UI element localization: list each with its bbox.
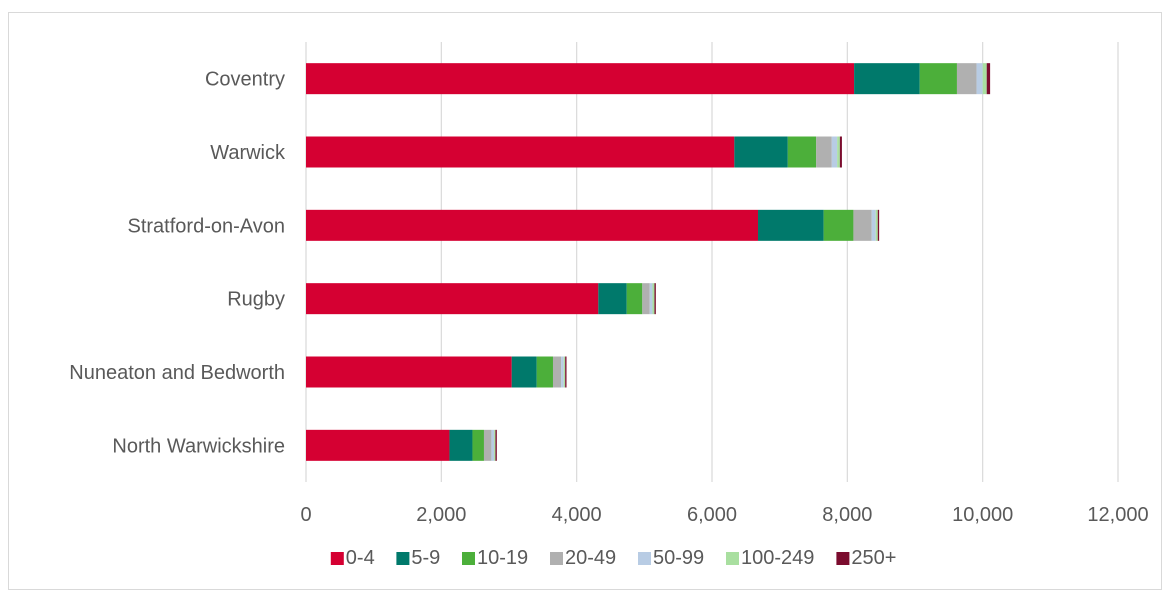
bar-segment-100-249 (494, 429, 496, 461)
x-tick-label: 8,000 (822, 504, 872, 526)
category-label: Warwick (210, 142, 286, 164)
bar-segment-5-9 (734, 136, 788, 168)
bar-segment-50-99 (649, 283, 653, 315)
bar-segment-20-49 (483, 429, 492, 461)
bar-segment-250+ (986, 63, 991, 95)
legend-label: 0-4 (346, 547, 375, 569)
bar-segment-0-4 (306, 283, 599, 315)
x-tick-label: 4,000 (552, 504, 602, 526)
gridlines (305, 42, 1119, 482)
bar-segment-5-9 (854, 63, 920, 95)
bar-segment-250+ (565, 356, 567, 388)
category-labels: Coventry Warwick Stratford-on-Avon Rugby Nun… (69, 69, 286, 458)
bar-segment-10-19 (787, 136, 817, 168)
bar-segment-10-19 (536, 356, 553, 388)
legend-swatch (396, 552, 410, 565)
bar-segment-100-249 (837, 136, 840, 168)
bar-segment-50-99 (976, 63, 983, 95)
bar-segment-10-19 (919, 63, 957, 95)
x-tick-label: 0 (300, 504, 311, 526)
legend-swatch (836, 552, 850, 565)
category-label: Stratford-on-Avon (128, 215, 286, 237)
x-tick-labels: 0 2,000 4,000 6,000 8,000 10,000 12,000 (300, 504, 1148, 526)
category-label: Coventry (205, 69, 285, 91)
x-tick-label: 2,000 (416, 504, 466, 526)
legend-label: 50-99 (653, 547, 704, 569)
x-tick-label: 6,000 (687, 504, 737, 526)
bar-segment-5-9 (758, 209, 824, 241)
bar-segment-0-4 (306, 209, 759, 241)
bar-segment-50-99 (831, 136, 838, 168)
legend-label: 10-19 (477, 547, 528, 569)
legend-swatch (462, 552, 475, 565)
category-label: Nuneaton and Bedworth (69, 362, 285, 384)
legend: 0-4 5-9 10-19 20-49 50-99 100-249 250+ (330, 547, 896, 569)
bar-segment-100-249 (652, 283, 655, 315)
legend-swatch (550, 552, 563, 565)
bar-segment-20-49 (816, 136, 832, 168)
bar-segment-50-99 (871, 209, 876, 241)
bar-segment-10-19 (626, 283, 643, 315)
bar-segment-100-249 (563, 356, 566, 388)
bar-segment-20-49 (853, 209, 872, 241)
category-label: North Warwickshire (112, 435, 285, 457)
legend-swatch (638, 552, 651, 565)
bar-segment-250+ (877, 209, 880, 241)
bar-segment-20-49 (642, 283, 650, 315)
legend-swatch (330, 552, 344, 565)
x-tick-label: 12,000 (1087, 504, 1148, 526)
bar-segment-0-4 (306, 356, 512, 388)
bars (306, 63, 991, 461)
bar-segment-250+ (839, 136, 842, 168)
bar-segment-50-99 (491, 429, 495, 461)
legend-label: 5-9 (411, 547, 440, 569)
bar-segment-10-19 (472, 429, 484, 461)
bar-segment-100-249 (875, 209, 878, 241)
bar-segment-0-4 (306, 63, 855, 95)
bar-segment-5-9 (598, 283, 627, 315)
bar-segment-250+ (495, 429, 497, 461)
bar-segment-20-49 (552, 356, 562, 388)
legend-swatch (726, 552, 739, 565)
x-tick-label: 10,000 (952, 504, 1013, 526)
bar-segment-250+ (654, 283, 656, 315)
legend-label: 100-249 (741, 547, 814, 569)
bar-segment-100-249 (982, 63, 987, 95)
bar-segment-5-9 (449, 429, 473, 461)
bar-segment-0-4 (306, 136, 735, 168)
bar-segment-10-19 (823, 209, 854, 241)
bar-segment-20-49 (956, 63, 977, 95)
bar-segment-50-99 (561, 356, 564, 388)
legend-label: 250+ (851, 547, 896, 569)
bar-segment-5-9 (511, 356, 537, 388)
legend-label: 20-49 (565, 547, 616, 569)
category-label: Rugby (227, 289, 285, 311)
bar-segment-0-4 (306, 429, 450, 461)
